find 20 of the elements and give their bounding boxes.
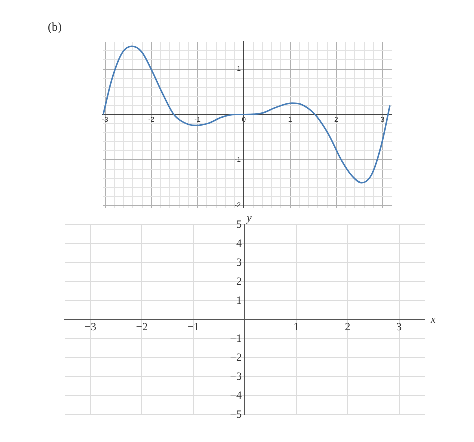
y-tick-label: 1 <box>236 294 242 307</box>
y-axis-title: y <box>246 212 252 224</box>
y-tick-label: 5 <box>236 218 242 231</box>
y-tick-label: −1 <box>230 332 242 345</box>
y-tick-label: −3 <box>230 370 242 383</box>
x-axis-title: x <box>430 314 436 326</box>
chart-title: (b) <box>48 20 62 35</box>
y-tick-label: −2 <box>230 352 242 364</box>
y-tick-label: 4 <box>236 238 242 250</box>
y-tick-label: 3 <box>236 256 242 269</box>
x-tick-label: 2 <box>345 321 351 334</box>
x-tick-label: 1 <box>294 321 300 334</box>
line-series <box>103 46 391 184</box>
y-tick-label: −5 <box>230 408 242 421</box>
y-tick-label: −4 <box>230 390 242 402</box>
x-tick-label: −1 <box>188 321 200 334</box>
x-tick-label: 3 <box>396 321 403 334</box>
x-tick-label: −2 <box>136 321 148 334</box>
y-tick-label: 2 <box>236 276 242 288</box>
x-tick-label: −3 <box>84 321 98 334</box>
